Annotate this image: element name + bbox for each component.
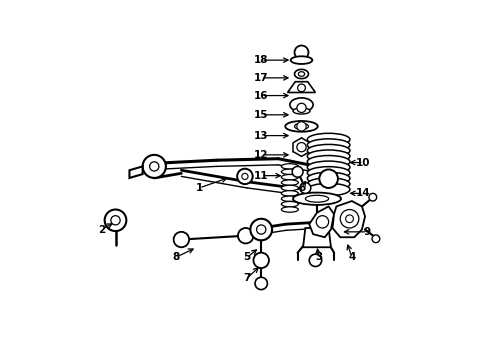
Text: 18: 18 — [254, 55, 269, 65]
Text: 12: 12 — [254, 150, 269, 160]
Ellipse shape — [281, 191, 298, 196]
Ellipse shape — [281, 196, 298, 202]
Circle shape — [292, 166, 303, 177]
Ellipse shape — [293, 108, 310, 114]
Circle shape — [242, 173, 248, 180]
Ellipse shape — [281, 185, 298, 191]
Text: 13: 13 — [254, 131, 269, 141]
Ellipse shape — [281, 202, 298, 207]
Ellipse shape — [293, 193, 341, 205]
Ellipse shape — [307, 161, 350, 174]
Polygon shape — [309, 206, 334, 237]
Text: 3: 3 — [315, 252, 322, 262]
Ellipse shape — [307, 139, 350, 151]
Text: 7: 7 — [244, 273, 251, 283]
Circle shape — [255, 277, 268, 289]
Circle shape — [309, 254, 321, 266]
Ellipse shape — [281, 180, 298, 185]
Ellipse shape — [298, 72, 305, 76]
Text: 2: 2 — [98, 225, 105, 235]
Ellipse shape — [281, 169, 298, 175]
Text: 1: 1 — [196, 183, 203, 193]
Ellipse shape — [305, 195, 329, 202]
Text: 15: 15 — [254, 110, 269, 120]
Text: 17: 17 — [254, 73, 269, 83]
Circle shape — [111, 216, 120, 225]
Ellipse shape — [307, 133, 350, 145]
Text: 16: 16 — [254, 91, 269, 100]
Ellipse shape — [281, 164, 298, 169]
Ellipse shape — [281, 207, 298, 212]
Circle shape — [143, 155, 166, 178]
Circle shape — [237, 169, 253, 184]
Circle shape — [238, 228, 253, 243]
Circle shape — [372, 235, 380, 243]
Circle shape — [253, 253, 269, 268]
Text: 9: 9 — [364, 227, 371, 237]
Ellipse shape — [307, 178, 350, 190]
Circle shape — [297, 103, 306, 112]
Text: 5: 5 — [244, 252, 251, 262]
Circle shape — [316, 216, 329, 228]
Circle shape — [300, 183, 311, 193]
Ellipse shape — [291, 56, 312, 64]
Circle shape — [297, 143, 306, 152]
Polygon shape — [303, 228, 331, 247]
Ellipse shape — [307, 167, 350, 179]
Ellipse shape — [307, 144, 350, 157]
Text: 14: 14 — [356, 188, 371, 198]
Ellipse shape — [294, 123, 309, 130]
Text: 8: 8 — [172, 252, 179, 262]
Text: 4: 4 — [348, 252, 356, 262]
Ellipse shape — [307, 156, 350, 168]
Ellipse shape — [290, 98, 313, 112]
Circle shape — [369, 193, 377, 201]
Circle shape — [294, 45, 309, 59]
Polygon shape — [129, 166, 143, 178]
Ellipse shape — [285, 121, 318, 132]
Circle shape — [173, 232, 189, 247]
Text: 6: 6 — [298, 183, 305, 193]
Circle shape — [319, 170, 338, 188]
Text: 11: 11 — [254, 171, 269, 181]
Ellipse shape — [307, 150, 350, 162]
Ellipse shape — [307, 183, 350, 195]
Circle shape — [105, 210, 126, 231]
Circle shape — [340, 210, 359, 228]
Ellipse shape — [294, 69, 309, 78]
Polygon shape — [288, 82, 316, 93]
Ellipse shape — [281, 175, 298, 180]
Circle shape — [250, 219, 272, 240]
Circle shape — [345, 215, 353, 222]
Circle shape — [297, 122, 306, 131]
Ellipse shape — [307, 172, 350, 185]
Circle shape — [297, 84, 305, 92]
Circle shape — [257, 225, 266, 234]
Text: 10: 10 — [356, 158, 371, 167]
Polygon shape — [333, 201, 365, 237]
Circle shape — [149, 162, 159, 171]
